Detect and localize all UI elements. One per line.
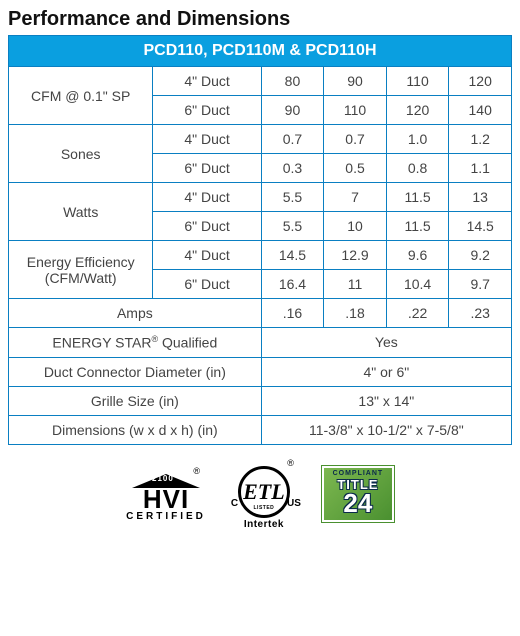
row-label-amps: Amps [9,299,262,328]
duct-label: 6" Duct [153,154,261,183]
cell: 90 [324,67,387,96]
cell: 14.5 [449,212,512,241]
etl-logo: ® C ETL LISTED US Intertek [234,459,294,530]
cell: Yes [261,328,511,358]
cell: 9.6 [386,241,449,270]
cell: 12.9 [324,241,387,270]
cell: 13 [449,183,512,212]
hvi-name: HVI [126,486,206,512]
cell: 4" or 6" [261,357,511,386]
hvi-sub: CERTIFIED [126,512,206,522]
duct-label: 6" Duct [153,96,261,125]
certification-row: ® 2100 HVI CERTIFIED ® C ETL LISTED US I… [8,459,512,530]
cell: 14.5 [261,241,324,270]
cell: 5.5 [261,183,324,212]
cell: .16 [261,299,324,328]
cell: 13" x 14" [261,386,511,415]
etl-sub: Intertek [234,520,294,530]
t24-num: 24 [326,492,390,515]
cell: 5.5 [261,212,324,241]
row-label-grille: Grille Size (in) [9,386,262,415]
cell: 1.2 [449,125,512,154]
duct-label: 4" Duct [153,183,261,212]
duct-label: 4" Duct [153,125,261,154]
row-label-eff: Energy Efficiency (CFM/Watt) [9,241,153,299]
section-heading: Performance and Dimensions [8,8,512,31]
cell: .18 [324,299,387,328]
etl-listed: LISTED [254,506,275,511]
cell: 120 [386,96,449,125]
row-label-duct-dia: Duct Connector Diameter (in) [9,357,262,386]
cell: .22 [386,299,449,328]
cell: 120 [449,67,512,96]
title24-logo: COMPLIANT TITLE 24 [322,466,394,522]
t24-compliant: COMPLIANT [326,470,390,477]
duct-label: 4" Duct [153,67,261,96]
etl-circle-icon: C ETL LISTED US [238,466,290,518]
etl-c: C [231,499,238,509]
duct-label: 6" Duct [153,212,261,241]
row-label-cfm: CFM @ 0.1" SP [9,67,153,125]
cell: 0.8 [386,154,449,183]
cell: 1.1 [449,154,512,183]
cell: 11.5 [386,183,449,212]
cell: 7 [324,183,387,212]
cell: 140 [449,96,512,125]
duct-label: 4" Duct [153,241,261,270]
reg-mark: ® [151,334,158,344]
cell: 11 [324,270,387,299]
hvi-logo: ® 2100 HVI CERTIFIED [126,467,206,522]
row-label-dims: Dimensions (w x d x h) (in) [9,415,262,444]
hvi-tag: 2100 [152,475,174,483]
cell: 1.0 [386,125,449,154]
cell: 90 [261,96,324,125]
row-label-sones: Sones [9,125,153,183]
etl-us: US [287,499,301,509]
duct-label: 6" Duct [153,270,261,299]
spec-table: PCD110, PCD110M & PCD110H CFM @ 0.1" SP … [8,35,512,445]
table-header: PCD110, PCD110M & PCD110H [9,36,512,67]
cell: 80 [261,67,324,96]
cell: 10 [324,212,387,241]
cell: 11-3/8" x 10-1/2" x 7-5/8" [261,415,511,444]
row-label-watts: Watts [9,183,153,241]
cell: 9.7 [449,270,512,299]
cell: 110 [386,67,449,96]
etl-text: ETL [243,481,285,503]
cell: 16.4 [261,270,324,299]
cell: 0.7 [261,125,324,154]
hvi-roof-icon: 2100 [132,474,200,488]
cell: 110 [324,96,387,125]
row-label-estar: ENERGY STAR® Qualified [9,328,262,358]
cell: 11.5 [386,212,449,241]
cell: 0.3 [261,154,324,183]
cell: 0.7 [324,125,387,154]
cell: 0.5 [324,154,387,183]
cell: 9.2 [449,241,512,270]
cell: .23 [449,299,512,328]
cell: 10.4 [386,270,449,299]
